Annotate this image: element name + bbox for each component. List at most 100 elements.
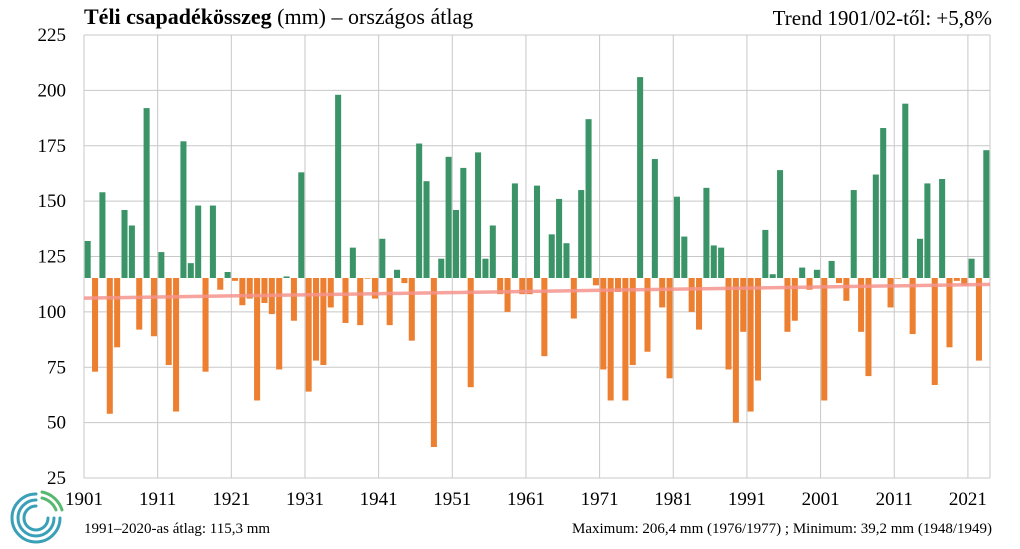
x-tick-label: 1921 xyxy=(212,489,250,510)
trend-label: Trend 1901/02-től: +5,8% xyxy=(772,6,992,30)
data-bar xyxy=(246,277,253,299)
data-bar xyxy=(401,277,408,284)
data-bar xyxy=(342,277,349,323)
x-tick-label: 1991 xyxy=(728,489,766,510)
data-bar xyxy=(298,172,305,278)
data-bar xyxy=(180,141,187,278)
data-bar xyxy=(615,277,622,292)
data-bar xyxy=(231,277,239,281)
data-bar xyxy=(541,277,548,357)
data-bar xyxy=(261,277,268,304)
trend-line xyxy=(83,282,991,300)
data-bar xyxy=(607,277,614,401)
data-bar xyxy=(924,183,931,278)
data-bar xyxy=(497,277,504,295)
data-bar xyxy=(931,277,938,385)
data-bar xyxy=(482,258,489,278)
data-bar xyxy=(578,190,585,278)
x-tick-label: 1941 xyxy=(360,489,398,510)
data-bar xyxy=(150,277,157,337)
data-bar xyxy=(666,277,673,379)
data-bar xyxy=(239,277,246,306)
data-bar xyxy=(975,277,982,361)
data-bar xyxy=(688,277,695,312)
data-bar xyxy=(349,247,356,278)
data-bar xyxy=(828,260,835,278)
data-bar xyxy=(467,277,474,388)
y-tick-label: 75 xyxy=(47,357,66,378)
data-bar xyxy=(718,247,725,278)
data-bar xyxy=(511,183,518,278)
data-bar xyxy=(224,272,231,278)
data-bar xyxy=(423,181,430,278)
data-bar xyxy=(305,277,312,392)
data-bar xyxy=(821,277,828,401)
data-bar xyxy=(217,277,224,290)
data-bar xyxy=(806,277,813,290)
x-tick-label: 1931 xyxy=(286,489,324,510)
title-rest: – országos átlag xyxy=(331,4,474,29)
data-bar xyxy=(254,277,261,401)
data-bar xyxy=(917,238,924,278)
data-bar xyxy=(335,94,342,278)
data-bar xyxy=(659,277,666,308)
y-tick-label: 150 xyxy=(38,191,67,212)
data-bar xyxy=(489,225,496,278)
data-bar xyxy=(158,252,165,278)
y-tick-label: 200 xyxy=(38,80,67,101)
data-bar xyxy=(408,277,415,341)
data-bar xyxy=(283,276,290,278)
data-bar xyxy=(563,243,570,278)
data-bar xyxy=(953,277,960,281)
data-bar xyxy=(195,205,202,278)
data-bar xyxy=(386,277,393,326)
data-bar xyxy=(754,277,761,381)
data-bar xyxy=(968,258,975,278)
data-bar xyxy=(570,277,577,319)
y-tick-label: 50 xyxy=(47,413,66,434)
data-bar xyxy=(651,159,658,278)
data-bar xyxy=(887,277,894,308)
x-tick-label: 2021 xyxy=(949,489,987,510)
data-bar xyxy=(99,192,106,278)
data-bar xyxy=(769,274,776,278)
data-bar xyxy=(371,277,378,299)
data-bar xyxy=(475,152,482,278)
extremes-label: Maximum: 206,4 mm (1976/1977) ; Minimum:… xyxy=(572,521,992,537)
data-bar xyxy=(452,209,459,278)
x-tick-label: 2001 xyxy=(802,489,840,510)
data-bar xyxy=(880,128,887,278)
data-bar xyxy=(592,277,599,286)
data-bar xyxy=(894,277,901,279)
data-bar xyxy=(136,277,143,330)
data-bar xyxy=(504,277,511,312)
data-bar xyxy=(313,277,320,361)
y-tick-label: 175 xyxy=(38,136,67,157)
data-bar xyxy=(84,240,91,278)
data-bar xyxy=(585,119,592,278)
data-bar xyxy=(777,170,784,278)
data-bar xyxy=(644,277,651,352)
data-bar xyxy=(813,269,820,278)
data-bar xyxy=(673,196,680,278)
data-bar xyxy=(872,174,879,278)
data-bar xyxy=(725,277,732,370)
x-tick-label: 1961 xyxy=(507,489,545,510)
data-bar xyxy=(460,167,467,278)
data-bar xyxy=(865,277,872,377)
title-unit: (mm) xyxy=(277,4,327,29)
data-bar xyxy=(173,277,180,412)
data-bar xyxy=(416,143,423,278)
data-bar xyxy=(394,269,401,278)
x-tick-label: 1951 xyxy=(433,489,471,510)
data-bar xyxy=(143,108,150,278)
data-bar xyxy=(187,263,194,278)
y-tick-label: 225 xyxy=(38,25,67,46)
data-bar xyxy=(276,277,283,370)
x-tick-label: 1971 xyxy=(581,489,619,510)
data-bar xyxy=(202,277,209,372)
data-bar xyxy=(835,277,843,284)
data-bar xyxy=(106,277,113,414)
data-bar xyxy=(799,267,806,278)
data-bar xyxy=(438,258,445,278)
